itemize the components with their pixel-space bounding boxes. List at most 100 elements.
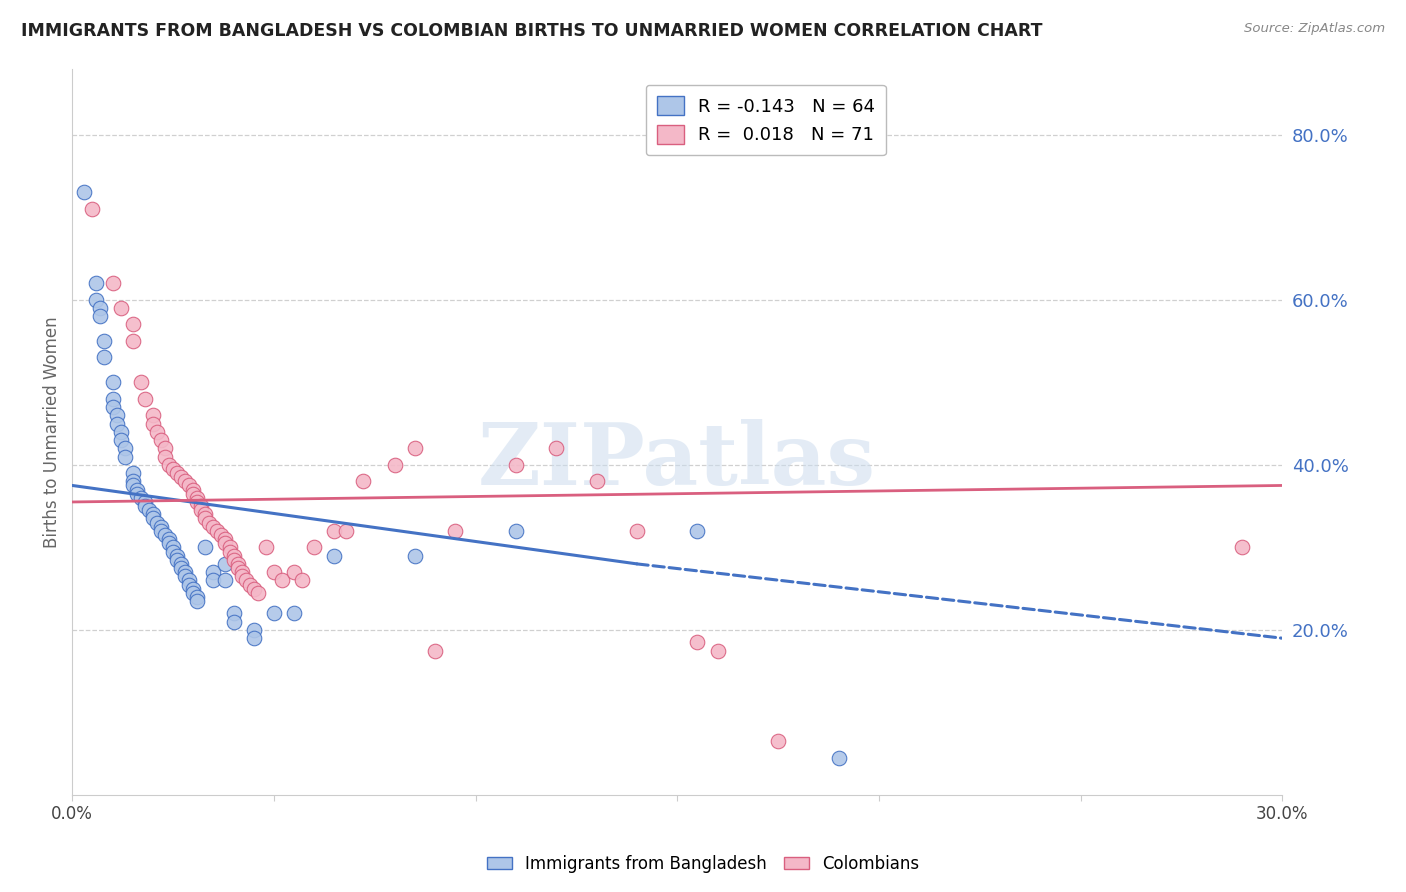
Point	[101, 400, 124, 414]
Point	[214, 574, 236, 588]
Text: IMMIGRANTS FROM BANGLADESH VS COLOMBIAN BIRTHS TO UNMARRIED WOMEN CORRELATION CH: IMMIGRANTS FROM BANGLADESH VS COLOMBIAN …	[21, 22, 1043, 40]
Point	[214, 536, 236, 550]
Point	[166, 553, 188, 567]
Point	[202, 574, 225, 588]
Point	[211, 528, 233, 542]
Point	[110, 433, 132, 447]
Point	[194, 508, 217, 522]
Point	[170, 557, 193, 571]
Point	[181, 486, 204, 500]
Point	[134, 495, 156, 509]
Point	[194, 541, 217, 555]
Point	[186, 594, 208, 608]
Text: ZIPatlas: ZIPatlas	[478, 419, 876, 503]
Point	[323, 549, 346, 563]
Point	[271, 574, 294, 588]
Point	[198, 516, 221, 530]
Point	[404, 549, 426, 563]
Point	[121, 466, 143, 480]
Point	[179, 574, 201, 588]
Point	[239, 577, 262, 591]
Point	[335, 524, 357, 538]
Point	[218, 541, 240, 555]
Point	[110, 425, 132, 439]
Point	[181, 582, 204, 596]
Point	[1230, 541, 1253, 555]
Text: Source: ZipAtlas.com: Source: ZipAtlas.com	[1244, 22, 1385, 36]
Point	[235, 574, 257, 588]
Point	[186, 491, 208, 505]
Point	[93, 351, 115, 365]
Point	[231, 569, 253, 583]
Point	[384, 458, 406, 472]
Point	[162, 462, 184, 476]
Point	[138, 503, 160, 517]
Point	[142, 409, 165, 423]
Point	[505, 524, 527, 538]
Point	[444, 524, 467, 538]
Point	[404, 442, 426, 456]
Point	[174, 565, 197, 579]
Point	[222, 607, 245, 621]
Point	[142, 511, 165, 525]
Point	[207, 524, 229, 538]
Point	[149, 524, 172, 538]
Point	[242, 623, 264, 637]
Point	[302, 541, 325, 555]
Point	[162, 544, 184, 558]
Point	[706, 643, 728, 657]
Point	[129, 376, 152, 390]
Point	[134, 499, 156, 513]
Point	[110, 301, 132, 315]
Point	[425, 643, 447, 657]
Point	[166, 466, 188, 480]
Point	[291, 574, 314, 588]
Point	[179, 577, 201, 591]
Point	[166, 549, 188, 563]
Point	[101, 392, 124, 406]
Point	[114, 442, 136, 456]
Point	[86, 293, 108, 307]
Point	[202, 520, 225, 534]
Point	[121, 475, 143, 489]
Point	[162, 541, 184, 555]
Point	[174, 569, 197, 583]
Point	[222, 553, 245, 567]
Point	[222, 549, 245, 563]
Point	[214, 532, 236, 546]
Point	[142, 508, 165, 522]
Point	[174, 475, 197, 489]
Point	[226, 561, 249, 575]
Point	[218, 544, 240, 558]
Point	[89, 309, 111, 323]
Point	[626, 524, 648, 538]
Point	[82, 202, 104, 216]
Point	[231, 565, 253, 579]
Point	[101, 276, 124, 290]
Point	[254, 541, 277, 555]
Point	[89, 301, 111, 315]
Point	[114, 450, 136, 464]
Point	[766, 734, 789, 748]
Point	[263, 607, 285, 621]
Legend: R = -0.143   N = 64, R =  0.018   N = 71: R = -0.143 N = 64, R = 0.018 N = 71	[645, 85, 886, 155]
Point	[129, 491, 152, 505]
Point	[93, 334, 115, 348]
Point	[125, 483, 148, 497]
Point	[505, 458, 527, 472]
Point	[153, 450, 176, 464]
Point	[686, 524, 709, 538]
Point	[142, 417, 165, 431]
Point	[121, 318, 143, 332]
Point	[283, 607, 305, 621]
Point	[190, 503, 212, 517]
Point	[186, 590, 208, 604]
Point	[105, 409, 128, 423]
Legend: Immigrants from Bangladesh, Colombians: Immigrants from Bangladesh, Colombians	[481, 848, 925, 880]
Point	[101, 376, 124, 390]
Point	[146, 516, 169, 530]
Point	[222, 615, 245, 629]
Point	[179, 478, 201, 492]
Point	[170, 470, 193, 484]
Y-axis label: Births to Unmarried Women: Births to Unmarried Women	[44, 316, 60, 548]
